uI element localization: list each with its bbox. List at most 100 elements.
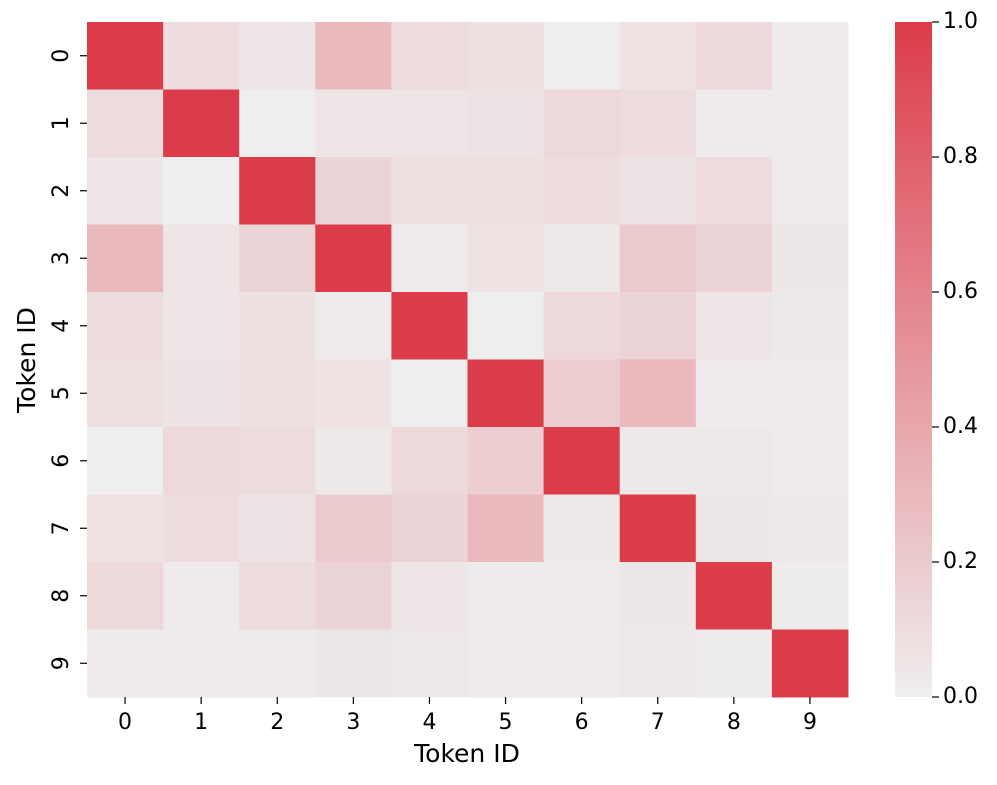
y-axis-label: Token ID <box>12 307 41 414</box>
heatmap-cell <box>239 224 316 293</box>
x-tick-label: 3 <box>346 710 360 735</box>
y-tick-label: 8 <box>49 589 74 603</box>
heatmap-cell <box>619 494 697 563</box>
heatmap-cell <box>619 22 697 90</box>
heatmap-cell <box>695 494 773 563</box>
y-tick-label: 5 <box>49 386 74 400</box>
heatmap-cell <box>695 359 773 428</box>
heatmap-cell <box>163 22 240 90</box>
heatmap-cell <box>315 22 392 90</box>
heatmap-cell <box>391 494 468 563</box>
heatmap-cell <box>467 224 545 293</box>
heatmap-cell <box>391 22 468 90</box>
heatmap-cell <box>467 427 545 495</box>
heatmap-cell <box>87 359 164 428</box>
heatmap-cell <box>315 89 392 158</box>
heatmap-cell <box>163 562 240 630</box>
heatmap-cell <box>239 292 316 360</box>
heatmap-cell <box>543 22 621 90</box>
heatmap-cell <box>543 157 621 225</box>
x-tick-label: 0 <box>118 710 132 735</box>
heatmap-cell <box>87 427 164 495</box>
heatmap-cell <box>87 629 164 698</box>
y-tick-label: 1 <box>49 116 74 130</box>
colorbar-tick-label: 0.4 <box>943 414 978 439</box>
y-tick-label: 2 <box>49 184 74 198</box>
heatmap-cell <box>467 292 545 360</box>
heatmap-cell <box>315 292 392 360</box>
heatmap-cell <box>87 562 164 630</box>
heatmap-cell <box>391 224 468 293</box>
heatmap-cell <box>239 359 316 428</box>
heatmap-cell <box>315 157 392 225</box>
y-tick-label: 6 <box>49 454 74 468</box>
heatmap-cell <box>771 89 849 158</box>
heatmap-cell <box>619 359 697 428</box>
heatmap-cell <box>695 89 773 158</box>
heatmap-cell <box>163 427 240 495</box>
colorbar-tick-label: 0.6 <box>943 279 978 304</box>
heatmap-cell <box>467 494 545 563</box>
y-tick-label: 9 <box>49 656 74 670</box>
heatmap-cell <box>315 224 392 293</box>
x-axis-label: Token ID <box>413 739 520 768</box>
y-tick-label: 4 <box>49 319 74 333</box>
heatmap-cell <box>467 22 545 90</box>
heatmap-cell <box>619 224 697 293</box>
heatmap-cell <box>239 629 316 698</box>
heatmap-cell <box>315 359 392 428</box>
y-tick-label: 0 <box>49 49 74 63</box>
heatmap-cell <box>87 22 164 90</box>
heatmap-cell <box>467 89 545 158</box>
heatmap-cell <box>467 359 545 428</box>
heatmap-cell <box>771 562 849 630</box>
colorbar-tick-label: 0.2 <box>943 549 978 574</box>
heatmap-cell <box>87 157 164 225</box>
heatmap-cell <box>391 427 468 495</box>
heatmap-cell <box>467 629 545 698</box>
heatmap-cell <box>391 629 468 698</box>
heatmap-cell <box>619 562 697 630</box>
heatmap-cell <box>87 292 164 360</box>
heatmap-cell <box>315 562 392 630</box>
heatmap-cell <box>239 22 316 90</box>
heatmap-cell <box>87 89 164 158</box>
heatmap-cell <box>771 359 849 428</box>
heatmap-cell <box>619 89 697 158</box>
x-tick-label: 6 <box>575 710 589 735</box>
heatmap-cell <box>467 562 545 630</box>
heatmap-cell <box>391 157 468 225</box>
heatmap-cell <box>771 292 849 360</box>
colorbar-tick-label: 1.0 <box>943 9 978 34</box>
heatmap-cell <box>619 292 697 360</box>
heatmap-cell <box>695 292 773 360</box>
heatmap-cell <box>543 562 621 630</box>
x-tick-label: 5 <box>499 710 513 735</box>
heatmap-cell <box>239 157 316 225</box>
heatmap-cell <box>695 629 773 698</box>
heatmap-cell <box>619 427 697 495</box>
colorbar-tick-label: 0.0 <box>943 684 978 709</box>
heatmap-cell <box>543 494 621 563</box>
x-tick-label: 8 <box>727 710 741 735</box>
heatmap-cell <box>619 157 697 225</box>
heatmap-cell <box>391 89 468 158</box>
y-tick-label: 7 <box>49 521 74 535</box>
heatmap-cell <box>315 629 392 698</box>
heatmap-cell <box>239 562 316 630</box>
heatmap-cell <box>467 157 545 225</box>
x-tick-label: 1 <box>194 710 208 735</box>
heatmap-cell <box>543 629 621 698</box>
heatmap-cell <box>771 22 849 90</box>
heatmap-cell <box>163 224 240 293</box>
heatmap-cell <box>695 22 773 90</box>
heatmap-cell <box>163 89 240 158</box>
heatmap-cell <box>771 157 849 225</box>
heatmap-cell <box>163 494 240 563</box>
heatmap-cell <box>543 359 621 428</box>
heatmap-cell <box>543 427 621 495</box>
heatmap-cell <box>239 89 316 158</box>
y-tick-label: 3 <box>49 251 74 265</box>
heatmap-cell <box>391 359 468 428</box>
